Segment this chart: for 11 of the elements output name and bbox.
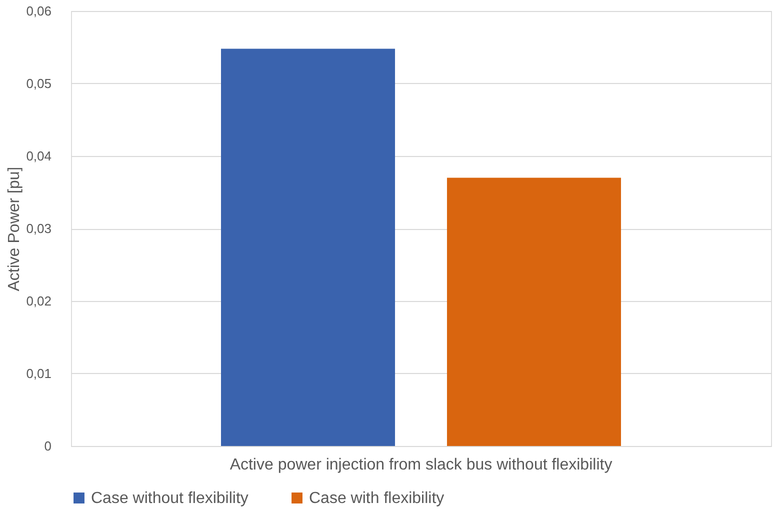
legend-label: Case with flexibility — [309, 490, 444, 507]
y-tick-label: 0,03 — [26, 221, 52, 236]
x-tick-label: Active power injection from slack bus without flexibility — [230, 456, 612, 474]
y-tick-label: 0,05 — [26, 76, 52, 91]
y-tick-label: 0,01 — [26, 366, 52, 381]
y-tick-label: 0,04 — [26, 148, 52, 164]
y-tick-label: 0,06 — [26, 4, 52, 18]
y-tick-label: 0,02 — [26, 294, 52, 308]
legend-label: Case without flexibility — [91, 490, 248, 507]
y-tick-label: 0 — [44, 438, 52, 454]
y-axis-title: Active Power [pu] — [6, 166, 24, 292]
